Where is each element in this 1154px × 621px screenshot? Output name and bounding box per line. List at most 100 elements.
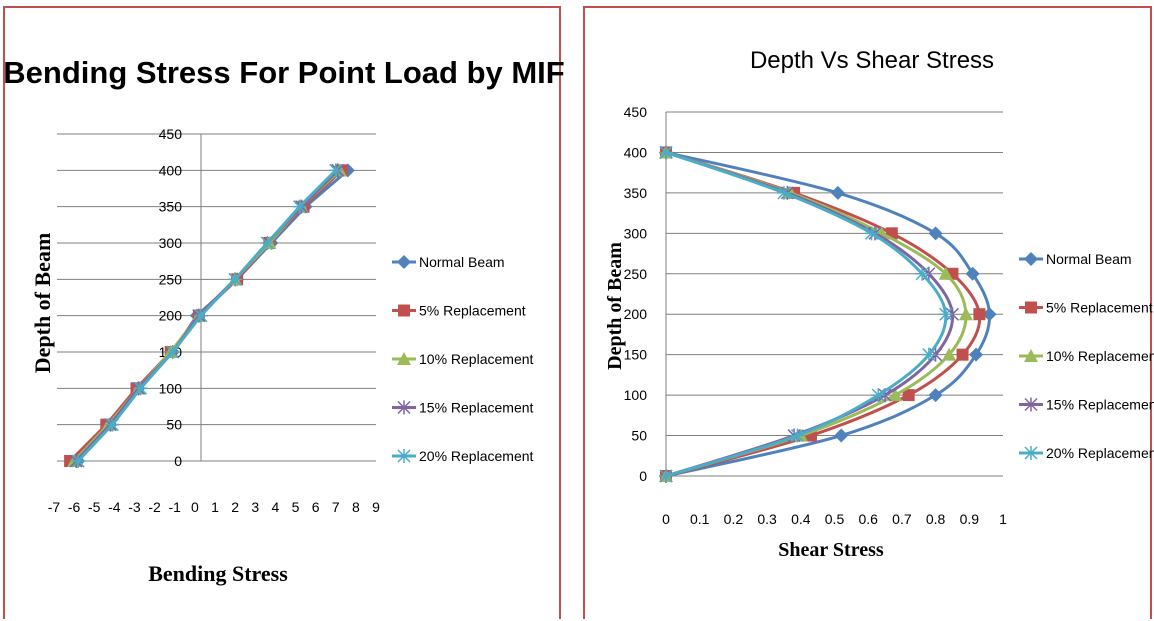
y-tick-label: 250: [624, 266, 648, 282]
x-axis-label: Bending Stress: [148, 561, 288, 586]
y-tick-label: 350: [159, 199, 183, 215]
y-tick-label: 300: [159, 235, 183, 251]
legend-entry: Normal Beam: [392, 254, 505, 270]
legend-label: Normal Beam: [419, 254, 505, 270]
data-point: [292, 199, 307, 214]
x-tick-label: 1: [211, 499, 219, 515]
x-tick-label: 1: [999, 511, 1007, 527]
legend-label: Normal Beam: [1046, 251, 1132, 267]
data-point: [71, 454, 86, 468]
data-point: [902, 389, 915, 402]
data-point: [228, 272, 243, 287]
data-point: [965, 266, 980, 281]
data-point: [969, 347, 984, 362]
legend-label: 15% Replacement: [419, 400, 534, 416]
x-tick-label: -5: [88, 499, 101, 515]
series-4: [659, 145, 953, 483]
x-tick-label: -4: [108, 499, 121, 515]
data-point: [973, 308, 986, 321]
y-axis-label: Depth of Beam: [604, 242, 626, 370]
data-point: [165, 345, 180, 359]
x-tick-label: 6: [312, 499, 320, 515]
legend-entry: 5% Replacement: [392, 303, 526, 319]
y-tick-label: 200: [624, 306, 648, 322]
y-tick-label: 450: [624, 104, 648, 120]
data-point: [938, 266, 953, 280]
shear-stress-chart: Depth Vs Shear Stress 0 50 100 150 200 250 300 3…: [604, 47, 1154, 561]
legend-entry: 5% Replacement: [1019, 300, 1153, 316]
y-tick-label: 400: [159, 162, 183, 178]
chart-title: Depth Vs Shear Stress: [750, 47, 994, 74]
legend-label: 5% Replacement: [1046, 300, 1153, 316]
x-tick-label: 0.7: [892, 511, 912, 527]
data-point: [915, 266, 930, 281]
x-tick-label: 0.1: [690, 511, 710, 527]
chart-panel-shear-stress: Depth Vs Shear Stress 0 50 100 150 200 250 300 3…: [583, 6, 1154, 619]
y-tick-label: 0: [174, 453, 182, 469]
data-point: [133, 381, 148, 396]
x-tick-label: 8: [352, 499, 360, 515]
x-tick-label: 0.9: [960, 511, 980, 527]
y-tick-label: 400: [624, 144, 648, 160]
data-point: [958, 307, 973, 321]
legend-marker: [398, 304, 410, 317]
data-point: [834, 428, 849, 443]
x-tick-label: 0: [662, 511, 670, 527]
y-axis-label: Depth of Beam: [30, 233, 55, 374]
data-point: [871, 388, 886, 403]
data-point: [928, 388, 943, 403]
x-tick-label: 9: [372, 499, 380, 515]
data-point: [938, 307, 953, 322]
y-tick-label: 300: [624, 225, 648, 241]
legend-label: 10% Replacement: [419, 351, 534, 367]
data-point: [888, 388, 903, 402]
legend-marker: [1024, 397, 1038, 412]
x-tick-label: 2: [231, 499, 239, 515]
legend-label: 20% Replacement: [1046, 445, 1154, 461]
legend-marker: [1024, 349, 1038, 362]
legend-marker: [1025, 301, 1037, 314]
x-tick-label: 0.4: [791, 511, 811, 527]
y-tick-label: 0: [639, 468, 647, 484]
x-tick-label: -7: [48, 499, 61, 515]
data-point: [864, 226, 879, 241]
x-tick-label: 0.6: [858, 511, 878, 527]
x-tick-label: -3: [128, 499, 141, 515]
y-tick-label: 250: [159, 271, 183, 287]
y-tick-label: 200: [159, 308, 183, 324]
legend-marker: [397, 449, 411, 463]
x-tick-label: 0.2: [724, 511, 744, 527]
legend-label: 10% Replacement: [1046, 348, 1154, 364]
x-tick-label: 3: [251, 499, 259, 515]
data-point: [193, 308, 208, 323]
y-tick-label: 150: [624, 347, 648, 363]
data-point: [659, 469, 673, 483]
data-point: [956, 348, 969, 361]
y-tick-label: 50: [631, 428, 647, 444]
legend-entry: 10% Replacement: [1019, 348, 1154, 364]
legend-label: 15% Replacement: [1046, 397, 1154, 413]
data-point: [105, 417, 120, 432]
data-point: [982, 307, 997, 322]
x-tick-label: 4: [271, 499, 279, 515]
legend-marker: [397, 255, 411, 269]
x-tick-label: 5: [292, 499, 300, 515]
legend-entry: 15% Replacement: [1019, 397, 1154, 413]
data-point: [776, 185, 791, 200]
y-tick-label: 450: [159, 126, 183, 142]
x-axis-label: Shear Stress: [778, 539, 884, 561]
x-tick-label: -2: [148, 499, 161, 515]
data-point: [928, 226, 943, 241]
data-point: [328, 163, 343, 178]
x-tick-label: 0: [191, 499, 199, 515]
y-tick-label: 100: [159, 380, 183, 396]
chart-panel-bending-stress: Bending Stress For Point Load by MIF 0 50 1…: [3, 6, 565, 619]
y-tick-label: 50: [166, 417, 182, 433]
data-point: [830, 185, 845, 200]
legend-marker: [397, 352, 411, 365]
legend-marker: [1024, 446, 1038, 460]
data-point: [790, 428, 805, 443]
data-point: [942, 347, 957, 361]
legend-marker: [397, 400, 411, 415]
data-point: [659, 145, 673, 160]
